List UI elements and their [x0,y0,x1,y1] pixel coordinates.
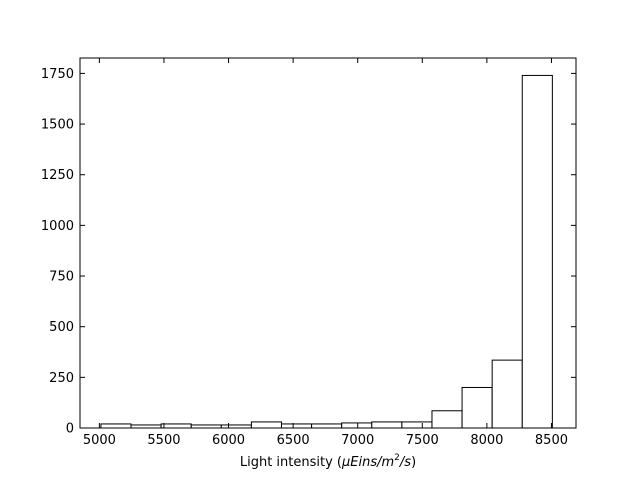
x-tick-label: 7500 [406,433,439,448]
x-tick-label: 6500 [277,433,310,448]
y-tick-label: 750 [49,270,74,285]
y-tick-label: 500 [49,320,74,335]
x-tick-label: 8000 [470,433,503,448]
histogram-bar-9 [341,422,373,429]
x-axis-label-prefix: Light intensity ( [240,455,342,470]
y-tick-label: 1500 [41,118,74,133]
x-axis-label-suffix: ) [411,455,416,470]
plot-frame [79,57,577,429]
histogram-bar-7 [281,423,313,429]
y-tick-label: 0 [66,422,74,437]
histogram-bar-10 [371,421,403,429]
y-axis-ticks: 0 250 500 750 1000 1250 1500 1750 [41,67,576,437]
x-axis-label-mu: μ [341,455,350,470]
x-axis-ticks: 5000 5500 6000 6500 7000 7500 8000 8500 [83,58,568,448]
histogram-bar-6 [250,421,282,429]
histogram-bar-12 [431,410,463,429]
x-tick-label: 7000 [341,433,374,448]
x-axis-label-tail: /s [399,455,411,470]
x-tick-label: 5000 [83,433,116,448]
histogram-bar-15 [521,74,553,429]
histogram-bar-11 [401,421,433,429]
y-tick-label: 1250 [41,168,74,183]
x-axis-label-superscript: 2 [394,453,400,463]
x-axis-label: Light intensity (μEins/m2/s) [240,453,416,470]
histogram-bars [100,74,553,429]
x-tick-label: 6000 [212,433,245,448]
histogram-bar-14 [491,359,523,429]
histogram-bar-8 [311,423,343,429]
x-tick-label: 5500 [147,433,180,448]
histogram-bar-1 [100,423,132,429]
histogram-bar-3 [160,423,192,429]
x-tick-label: 8500 [535,433,568,448]
y-tick-label: 250 [49,371,74,386]
x-axis-label-body: Eins/m [350,455,394,470]
y-tick-label: 1750 [41,67,74,82]
y-tick-label: 1000 [41,219,74,234]
histogram-bar-13 [461,386,493,429]
